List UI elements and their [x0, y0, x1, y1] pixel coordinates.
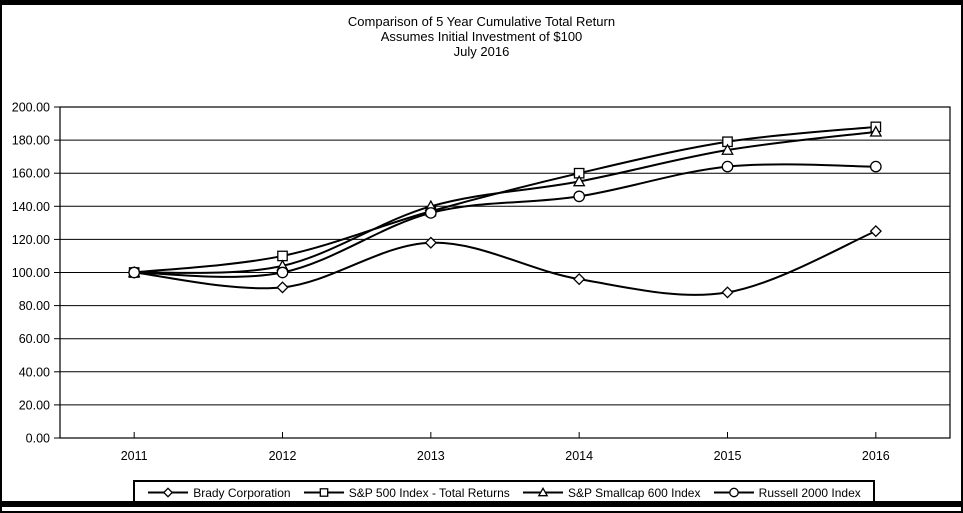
- legend-marker-circle-icon: [713, 487, 754, 498]
- y-axis-label: 80.00: [19, 299, 50, 313]
- legend-label: Russell 2000 Index: [758, 485, 861, 500]
- x-axis-label: 2012: [269, 449, 297, 463]
- x-axis-label: 2011: [121, 449, 148, 463]
- bottom-border-bar: [2, 501, 961, 507]
- legend-marker-sample: [163, 487, 174, 498]
- y-axis-label: 200.00: [12, 101, 50, 115]
- marker-square-s-p-500-index-total-returns: [277, 250, 288, 262]
- marker-triangle-s-p-smallcap-600-index: [721, 143, 734, 155]
- y-axis-label: 180.00: [12, 134, 50, 148]
- series-line-russell-2000-index: [134, 163, 876, 278]
- chart-legend: Brady Corporation S&P 500 Index - Total R…: [133, 480, 875, 505]
- legend-marker-triangle-icon: [522, 486, 563, 497]
- legend-label: Brady Corporation: [193, 485, 291, 500]
- y-axis-label: 140.00: [12, 200, 50, 214]
- marker-triangle-s-p-smallcap-600-index: [572, 174, 586, 187]
- legend-marker-sample: [537, 486, 549, 497]
- series-line-s-p-500-index-total-returns: [134, 125, 876, 274]
- legend-marker-diamond-icon: [148, 487, 189, 498]
- legend-item-s-p-smallcap-600-index: S&P Smallcap 600 Index: [522, 485, 701, 500]
- legend-label: S&P Smallcap 600 Index: [567, 485, 701, 500]
- x-axis-label: 2015: [714, 449, 742, 463]
- legend-item-brady-corporation: Brady Corporation: [147, 485, 291, 500]
- marker-circle-russell-2000-index: [869, 160, 882, 173]
- y-axis-label: 40.00: [19, 365, 50, 379]
- marker-circle-russell-2000-index: [424, 207, 437, 219]
- y-axis-label: 160.00: [12, 167, 50, 181]
- chart-title: Comparison of 5 Year Cumulative Total Re…: [347, 14, 616, 29]
- legend-marker-sample: [319, 488, 329, 497]
- y-axis-label: 0.00: [26, 432, 50, 446]
- x-axis-label: 2014: [565, 449, 593, 463]
- marker-diamond-brady-corporation: [573, 273, 586, 286]
- marker-diamond-brady-corporation: [276, 281, 289, 294]
- marker-circle-russell-2000-index: [276, 266, 289, 279]
- legend-marker-square-icon: [303, 488, 344, 497]
- marker-diamond-brady-corporation: [869, 225, 882, 238]
- legend-item-s-p-500-index-total-returns: S&P 500 Index - Total Returns: [303, 486, 510, 500]
- marker-circle-russell-2000-index: [128, 266, 141, 279]
- chart-date: July 2016: [453, 44, 510, 59]
- marker-diamond-brady-corporation: [721, 286, 734, 299]
- y-axis-label: 60.00: [19, 332, 50, 346]
- series-line-brady-corporation: [134, 230, 877, 296]
- legend-marker-sample: [728, 487, 739, 498]
- marker-triangle-s-p-smallcap-600-index: [869, 125, 883, 137]
- chart-title-block: Comparison of 5 Year Cumulative Total Re…: [2, 14, 961, 59]
- marker-circle-russell-2000-index: [721, 160, 734, 173]
- series-line-s-p-smallcap-600-index: [134, 130, 876, 274]
- x-axis-label: 2016: [862, 449, 890, 463]
- plot-border: [59, 106, 951, 439]
- y-axis-label: 20.00: [19, 398, 50, 412]
- marker-circle-russell-2000-index: [573, 190, 586, 203]
- legend-item-russell-2000-index: Russell 2000 Index: [713, 486, 861, 500]
- marker-diamond-brady-corporation: [424, 236, 437, 249]
- y-axis-label: 120.00: [12, 233, 50, 247]
- legend-label: S&P 500 Index - Total Returns: [348, 485, 510, 500]
- top-border-bar: [2, 2, 961, 5]
- y-axis-label: 100.00: [12, 266, 50, 280]
- x-axis-label: 2013: [417, 449, 445, 463]
- chart-subtitle: Assumes Initial Investment of $100: [380, 29, 583, 44]
